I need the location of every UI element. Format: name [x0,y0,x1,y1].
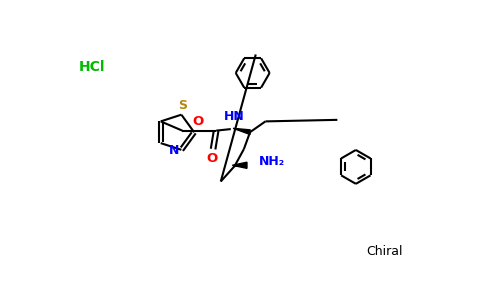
Text: O: O [192,115,203,128]
Text: HN: HN [224,110,244,123]
Text: NH₂: NH₂ [259,155,286,168]
Polygon shape [233,128,250,134]
Text: Chiral: Chiral [366,245,402,258]
Text: N: N [169,144,179,157]
Text: HCl: HCl [78,60,105,74]
Text: S: S [178,99,187,112]
Polygon shape [232,162,247,168]
Text: O: O [206,152,217,165]
